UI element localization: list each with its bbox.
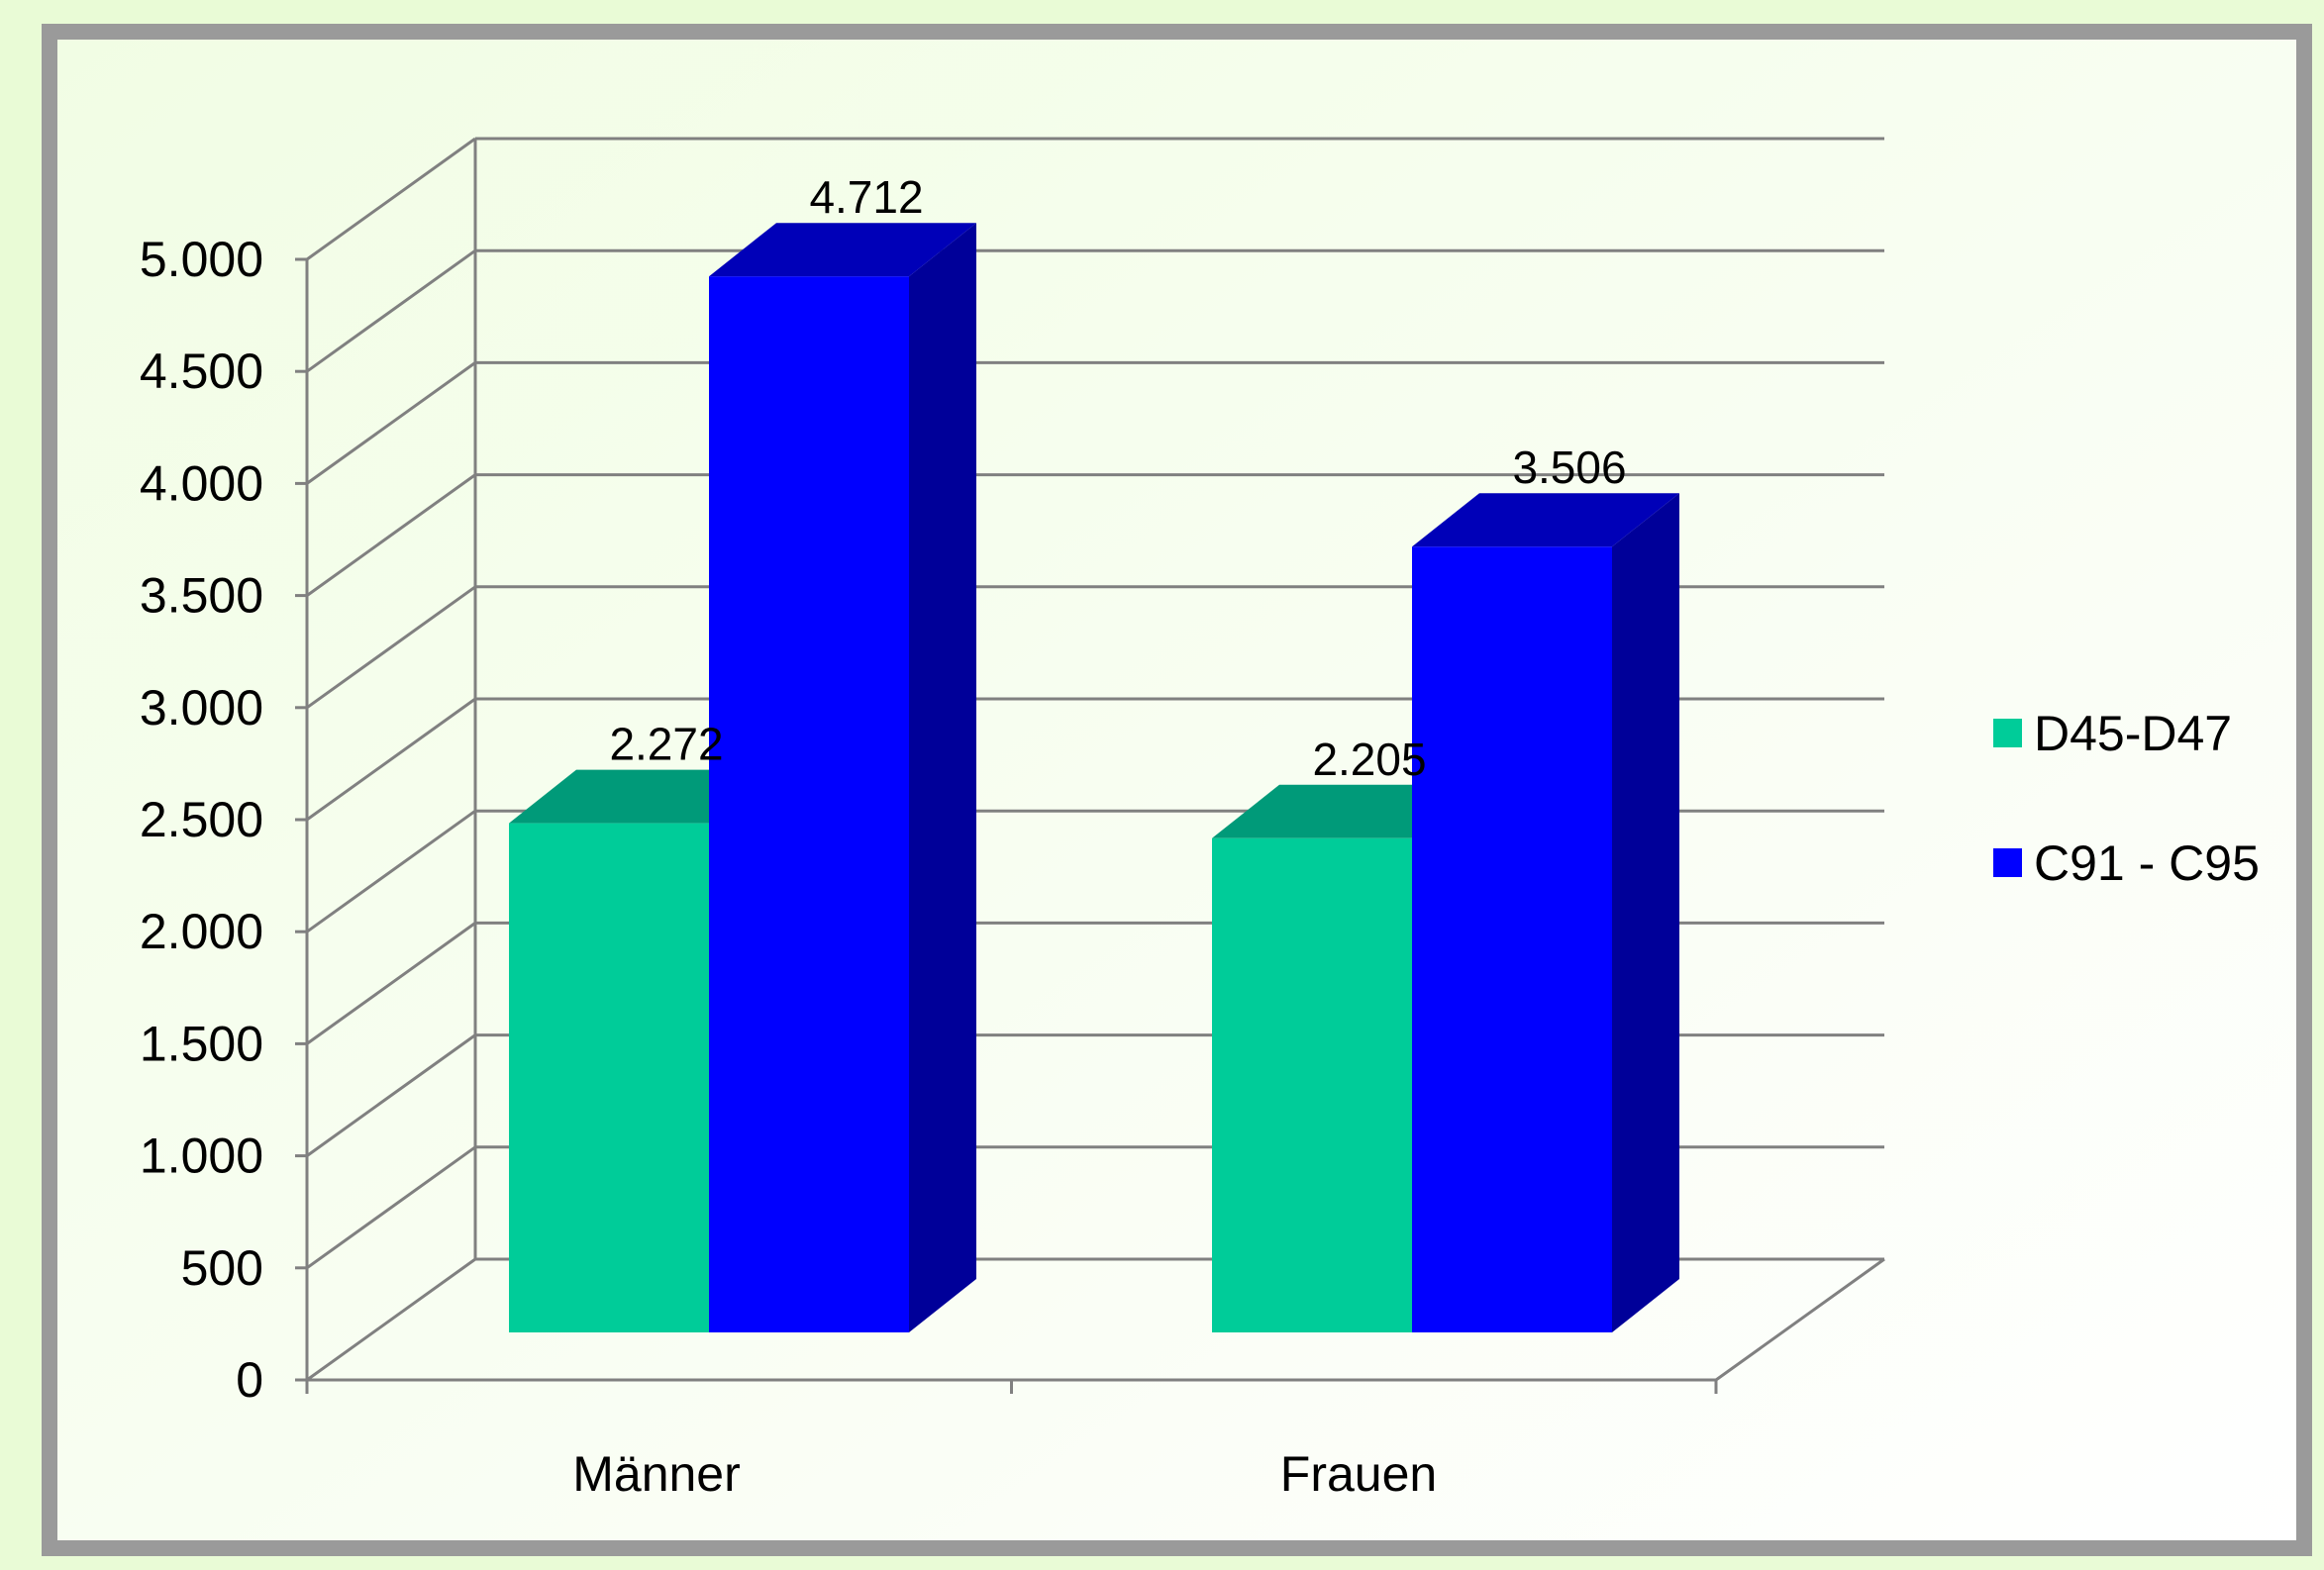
value-labels: 2.272 4.712 2.205 3.506 [609, 171, 1626, 785]
ytick-label-0: 0 [236, 1352, 263, 1408]
legend-swatch-d45-d47 [1993, 719, 2022, 747]
floor-right-edge [1715, 1257, 1885, 1382]
x-axis-category-labels: Männer Frauen [572, 1446, 1437, 1502]
gridline-side-1 [306, 1145, 476, 1270]
ytick-label-7: 3.500 [140, 568, 263, 624]
legend-swatch-c91-c95 [1993, 848, 2022, 877]
bar-side-1-0 [909, 223, 976, 1332]
bar-front-1-1 [1412, 546, 1612, 1332]
gridline-side-5 [306, 697, 476, 822]
gridline-side-6 [306, 585, 476, 710]
legend: D45-D47 C91 - C95 [1993, 706, 2260, 891]
bar-top-1-1 [1412, 493, 1679, 547]
gridline-side-0 [306, 1257, 476, 1382]
ytick-label-8: 4.000 [140, 455, 263, 511]
gridline-side-9 [306, 248, 476, 373]
gridline-side-2 [306, 1033, 476, 1157]
value-label-0-0: 2.272 [609, 719, 723, 770]
ytick-label-9: 4.500 [140, 343, 263, 399]
value-label-1-1: 3.506 [1512, 442, 1626, 493]
ytick-label-10: 5.000 [140, 232, 263, 287]
gridline-side-10 [306, 137, 476, 261]
y-axis-tick-labels: 0 500 1.000 1.500 2.000 2.500 3.000 3.500 4.000 4… [140, 232, 263, 1408]
legend-label-d45-d47: D45-D47 [2034, 706, 2232, 761]
ytick-label-3: 1.500 [140, 1016, 263, 1071]
bar-front-0-0 [509, 823, 709, 1332]
ytick-label-5: 2.500 [140, 792, 263, 847]
legend-label-c91-c95: C91 - C95 [2034, 835, 2260, 891]
category-label-frauen: Frauen [1280, 1446, 1437, 1502]
gridline-side-8 [306, 361, 476, 485]
gridline-side-3 [306, 922, 476, 1045]
value-label-1-0: 4.712 [809, 171, 923, 223]
ytick-label-6: 3.000 [140, 680, 263, 736]
ytick-label-2: 1.000 [140, 1128, 263, 1184]
bar-side-1-1 [1612, 493, 1679, 1333]
value-label-0-1: 2.205 [1312, 734, 1426, 785]
ytick-label-1: 500 [181, 1240, 263, 1296]
ytick-label-4: 2.000 [140, 904, 263, 959]
bars-layer [509, 223, 1679, 1333]
bar-front-1-0 [709, 276, 909, 1333]
gridline-side-7 [306, 473, 476, 597]
bar-front-0-1 [1212, 837, 1412, 1332]
category-label-maenner: Männer [572, 1446, 741, 1502]
bar-top-1-0 [709, 223, 976, 277]
gridline-side-4 [306, 809, 476, 933]
